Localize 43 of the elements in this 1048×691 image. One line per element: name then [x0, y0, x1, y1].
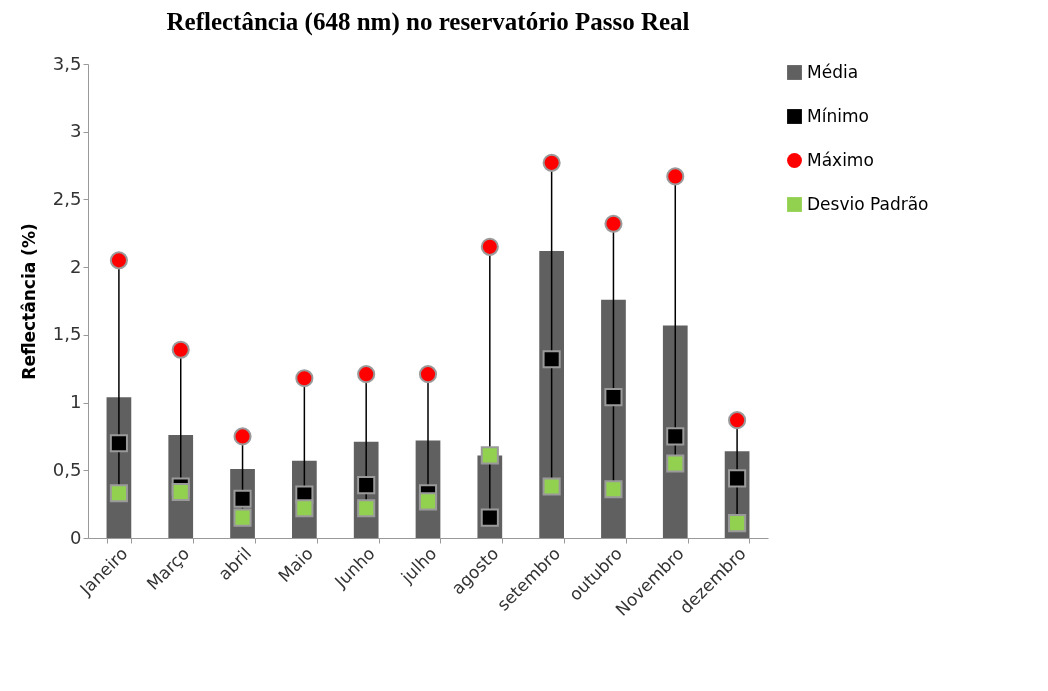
y-axis-title: Reflectância (%) [18, 223, 39, 380]
y-tick-label: 0,5 [52, 458, 82, 480]
legend-label: Desvio Padrão [807, 193, 929, 214]
point [109, 434, 128, 453]
point [357, 476, 376, 495]
point [480, 446, 499, 465]
point [233, 427, 252, 446]
point [171, 482, 190, 502]
legend-label: Média [807, 61, 859, 82]
point [604, 388, 623, 407]
point [728, 514, 747, 533]
point [728, 469, 747, 488]
point [171, 340, 190, 359]
point [109, 251, 128, 270]
point [418, 365, 438, 384]
point [295, 369, 314, 388]
point [109, 484, 128, 503]
point [666, 427, 685, 446]
y-tick-label: 2 [70, 255, 82, 277]
y-tick-label: 2,5 [52, 187, 82, 209]
point [542, 477, 561, 496]
y-tick-label: 1 [70, 391, 82, 413]
point [542, 153, 561, 172]
point [357, 499, 376, 518]
chart-title: Reflectância (648 nm) no reservatório Passo Real [166, 8, 690, 36]
point [604, 480, 623, 499]
legend-label: Mínimo [807, 105, 869, 126]
point [666, 167, 685, 186]
point [542, 350, 561, 369]
legend-label: Máximo [807, 149, 874, 170]
y-tick-label: 3 [70, 120, 82, 142]
point [295, 499, 314, 518]
point [480, 237, 499, 256]
y-tick-label: 0 [70, 526, 82, 548]
point [233, 508, 252, 527]
y-tick-label: 1,5 [52, 323, 82, 345]
point [480, 508, 499, 527]
point [728, 411, 747, 430]
point [604, 214, 623, 233]
y-tick-label: 3,5 [52, 52, 82, 74]
point [357, 365, 376, 384]
point [418, 492, 438, 511]
point [666, 454, 685, 473]
